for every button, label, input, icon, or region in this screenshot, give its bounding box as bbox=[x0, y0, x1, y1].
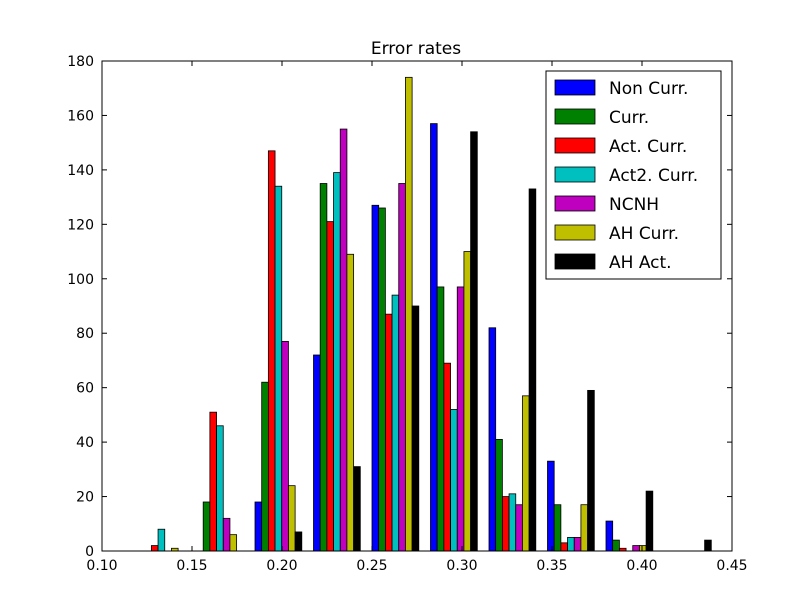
legend-label: Act. Curr. bbox=[609, 137, 687, 157]
bar bbox=[209, 411, 217, 552]
bar bbox=[294, 531, 303, 552]
y-tick-label: 120 bbox=[67, 217, 94, 233]
plot-frame bbox=[101, 60, 733, 552]
bar bbox=[274, 185, 283, 552]
bar bbox=[378, 207, 386, 552]
legend-swatch bbox=[554, 253, 596, 270]
bar bbox=[580, 504, 589, 552]
bar bbox=[704, 539, 712, 552]
bar bbox=[645, 490, 654, 552]
bar bbox=[313, 354, 321, 552]
bar bbox=[333, 172, 341, 552]
bar bbox=[488, 327, 497, 552]
bar bbox=[281, 340, 289, 552]
x-tick-label: 0.35 bbox=[536, 558, 567, 574]
bar bbox=[450, 409, 458, 552]
y-tick-label: 80 bbox=[76, 326, 94, 342]
bar bbox=[216, 425, 224, 552]
y-tick-label: 100 bbox=[67, 272, 94, 288]
legend-swatch bbox=[554, 137, 596, 154]
y-tick-label: 20 bbox=[76, 490, 94, 506]
y-tick-label: 40 bbox=[76, 435, 94, 451]
bar bbox=[346, 253, 355, 552]
bar bbox=[639, 545, 647, 552]
legend-swatch bbox=[554, 166, 596, 183]
bar bbox=[391, 294, 400, 552]
bar bbox=[288, 485, 296, 552]
bar bbox=[495, 438, 503, 552]
bar bbox=[267, 150, 276, 552]
y-tick-label: 60 bbox=[76, 381, 94, 397]
bar bbox=[470, 131, 478, 552]
bar bbox=[229, 534, 238, 552]
bar bbox=[222, 517, 231, 552]
y-tick-label: 0 bbox=[85, 544, 94, 560]
bar bbox=[436, 286, 445, 552]
bar bbox=[157, 528, 166, 552]
legend-label: AH Curr. bbox=[609, 224, 679, 244]
legend-label: AH Act. bbox=[609, 253, 672, 273]
bar bbox=[560, 542, 568, 552]
bar bbox=[508, 493, 517, 552]
x-tick-label: 0.20 bbox=[266, 558, 297, 574]
legend-swatch bbox=[554, 79, 596, 96]
bar bbox=[605, 520, 614, 552]
bar bbox=[430, 123, 438, 552]
x-tick-label: 0.10 bbox=[86, 558, 117, 574]
y-tick-label: 180 bbox=[67, 54, 94, 70]
legend-label: NCNH bbox=[609, 195, 659, 215]
y-tick-label: 160 bbox=[67, 108, 94, 124]
bar bbox=[553, 504, 562, 552]
x-tick-label: 0.45 bbox=[716, 558, 747, 574]
chart-title: Error rates bbox=[371, 39, 461, 59]
bar bbox=[339, 128, 348, 552]
bar bbox=[261, 381, 269, 552]
bar bbox=[587, 389, 595, 552]
bar bbox=[573, 536, 582, 552]
legend-swatch bbox=[554, 108, 596, 125]
bar bbox=[384, 313, 393, 552]
legend-swatch bbox=[554, 224, 596, 241]
bar bbox=[501, 496, 510, 552]
bar bbox=[254, 501, 263, 552]
bar bbox=[612, 539, 620, 552]
bar bbox=[443, 362, 451, 552]
bar bbox=[632, 545, 640, 552]
legend-label: Act2. Curr. bbox=[609, 166, 698, 186]
x-tick-label: 0.30 bbox=[446, 558, 477, 574]
bar bbox=[567, 536, 575, 552]
x-tick-label: 0.40 bbox=[626, 558, 657, 574]
legend: Non Curr. Curr. Act. Curr. Act2. Curr. NCNH A… bbox=[545, 70, 722, 280]
axes-group: 0.10 0.15 0.20 0.25 0.30 0.35 0.40 0.45 0 20 40 60 8… bbox=[67, 54, 747, 574]
x-tick-label: 0.15 bbox=[176, 558, 207, 574]
bar bbox=[528, 188, 537, 552]
bar bbox=[463, 251, 472, 552]
bar bbox=[515, 504, 523, 552]
bar bbox=[398, 183, 406, 552]
legend-label: Non Curr. bbox=[609, 79, 688, 99]
bar bbox=[319, 183, 328, 552]
bar bbox=[353, 466, 361, 552]
bar bbox=[326, 221, 334, 552]
x-tick-label: 0.25 bbox=[356, 558, 387, 574]
legend-label: Curr. bbox=[609, 108, 649, 128]
bar bbox=[456, 286, 465, 552]
bar bbox=[202, 501, 211, 552]
bar bbox=[371, 204, 380, 552]
bar bbox=[150, 545, 159, 552]
bar bbox=[411, 305, 420, 552]
bar bbox=[522, 395, 530, 552]
y-tick-label: 140 bbox=[67, 163, 94, 179]
bar bbox=[547, 460, 555, 552]
legend-swatch bbox=[554, 195, 596, 212]
bar bbox=[405, 76, 413, 552]
